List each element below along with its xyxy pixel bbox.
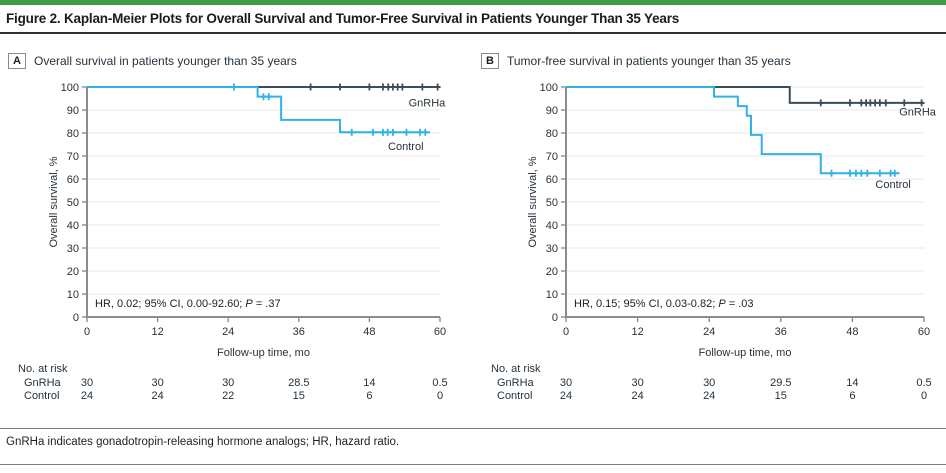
risk-row-name: GnRHa xyxy=(24,377,61,389)
risk-value: 0 xyxy=(920,390,928,402)
km-curve-control xyxy=(566,86,900,175)
y-tick-label: 70 xyxy=(67,151,79,163)
risk-value: 30 xyxy=(151,377,164,389)
risk-row-name: Control xyxy=(497,390,533,402)
risk-value: 24 xyxy=(559,390,573,402)
y-tick-label: 80 xyxy=(546,128,558,140)
title-divider xyxy=(0,32,946,34)
y-tick-label: 40 xyxy=(67,220,79,232)
footnote-bottom-rule xyxy=(0,464,946,465)
risk-value: 30 xyxy=(703,377,716,389)
hr-annotation: HR, 0.15; 95% CI, 0.03-0.82; P = .03 xyxy=(574,298,753,310)
risk-value: 30 xyxy=(222,377,235,389)
panel-a-risk-table: No. at risk GnRHa 30 30 30 28.5 14 0.5 Control 24… xyxy=(0,363,473,409)
x-tick-label: 12 xyxy=(631,326,643,338)
accent-bar xyxy=(0,0,946,5)
y-tick-label: 50 xyxy=(546,197,558,209)
risk-value: 22 xyxy=(222,390,235,402)
risk-row-name: Control xyxy=(24,390,60,402)
risk-value: 15 xyxy=(774,390,787,402)
y-axis-title: Overall survival, % xyxy=(527,156,539,247)
panel-a-letter-box: A xyxy=(8,53,26,69)
risk-value: 24 xyxy=(631,390,644,402)
risk-value: 0 xyxy=(436,390,444,402)
x-tick-label: 12 xyxy=(151,326,163,338)
y-tick-label: 30 xyxy=(67,243,79,255)
risk-value: 0.5 xyxy=(432,377,448,389)
risk-value: 14 xyxy=(846,377,859,389)
panel-b-title: Tumor-free survival in patients younger … xyxy=(507,54,791,68)
panel-b-header: B Tumor-free survival in patients younge… xyxy=(481,53,791,69)
hr-annotation: HR, 0.02; 95% CI, 0.00-92.60; P = .37 xyxy=(95,298,281,310)
x-tick-label: 60 xyxy=(434,326,446,338)
panel-b-risk-table: No. at risk GnRHa 30 30 30 29.5 14 0.5 Control 24… xyxy=(473,363,946,409)
y-tick-label: 0 xyxy=(552,312,558,324)
x-tick-label: 48 xyxy=(363,326,375,338)
x-tick-label: 0 xyxy=(563,326,569,338)
risk-value: 15 xyxy=(292,390,305,402)
x-tick-label: 0 xyxy=(84,326,90,338)
series-label-gnrha: GnRHa xyxy=(899,107,937,119)
y-tick-label: 100 xyxy=(540,82,558,94)
risk-value: 6 xyxy=(366,390,373,402)
y-axis-title: Overall survival, % xyxy=(48,156,60,247)
panel-a-title: Overall survival in patients younger tha… xyxy=(34,54,297,68)
x-tick-label: 24 xyxy=(222,326,234,338)
risk-value: 24 xyxy=(80,390,94,402)
x-tick-label: 60 xyxy=(918,326,930,338)
footnote-top-rule xyxy=(0,428,946,429)
y-tick-label: 20 xyxy=(546,266,558,278)
y-tick-label: 60 xyxy=(67,174,79,186)
risk-table-label: No. at risk xyxy=(491,363,541,375)
y-tick-label: 100 xyxy=(61,82,79,94)
panel-a: A Overall survival in patients younger t… xyxy=(0,50,473,413)
x-tick-label: 48 xyxy=(846,326,858,338)
risk-value: 30 xyxy=(559,377,573,389)
risk-value: 24 xyxy=(703,390,716,402)
x-tick-label: 36 xyxy=(775,326,787,338)
x-axis-title: Follow-up time, mo xyxy=(699,347,792,359)
y-tick-label: 50 xyxy=(67,197,79,209)
y-tick-label: 80 xyxy=(67,128,79,140)
y-tick-label: 30 xyxy=(546,243,558,255)
y-tick-label: 0 xyxy=(73,312,79,324)
x-axis-title: Follow-up time, mo xyxy=(217,347,310,359)
y-tick-label: 90 xyxy=(67,105,79,117)
risk-value: 14 xyxy=(363,377,376,389)
risk-value: 29.5 xyxy=(770,377,792,389)
y-tick-label: 10 xyxy=(546,289,558,301)
risk-row-name: GnRHa xyxy=(497,377,534,389)
y-tick-label: 40 xyxy=(546,220,558,232)
risk-value: 24 xyxy=(151,390,164,402)
y-tick-label: 20 xyxy=(67,266,79,278)
risk-value: 6 xyxy=(849,390,856,402)
series-label-control: Control xyxy=(875,179,910,191)
panel-b-letter-box: B xyxy=(481,53,499,69)
panel-a-header: A Overall survival in patients younger t… xyxy=(8,53,297,69)
km-curve-control xyxy=(87,86,430,134)
x-tick-label: 36 xyxy=(293,326,305,338)
x-tick-label: 24 xyxy=(703,326,715,338)
y-tick-label: 90 xyxy=(546,105,558,117)
risk-table-label: No. at risk xyxy=(18,363,68,375)
panel-b-chart: 0 12 24 36 48 60 0 10 20 30 40 50 60 70 80 90 100 Follow-… xyxy=(527,82,937,359)
risk-value: 30 xyxy=(631,377,644,389)
series-label-control: Control xyxy=(388,141,423,153)
risk-value: 0.5 xyxy=(916,377,932,389)
y-tick-label: 10 xyxy=(67,289,79,301)
figure-footnote: GnRHa indicates gonadotropin-releasing h… xyxy=(6,436,400,448)
y-tick-label: 70 xyxy=(546,151,558,163)
y-tick-label: 60 xyxy=(546,174,558,186)
risk-value: 28.5 xyxy=(288,377,310,389)
risk-value: 30 xyxy=(80,377,94,389)
series-label-gnrha: GnRHa xyxy=(409,98,447,110)
panel-b: B Tumor-free survival in patients younge… xyxy=(473,50,946,413)
panel-a-chart: 0 12 24 36 48 60 0 10 20 30 40 50 60 70 80 90 100 Follow-… xyxy=(48,82,447,359)
figure-title: Figure 2. Kaplan-Meier Plots for Overall… xyxy=(6,11,680,26)
